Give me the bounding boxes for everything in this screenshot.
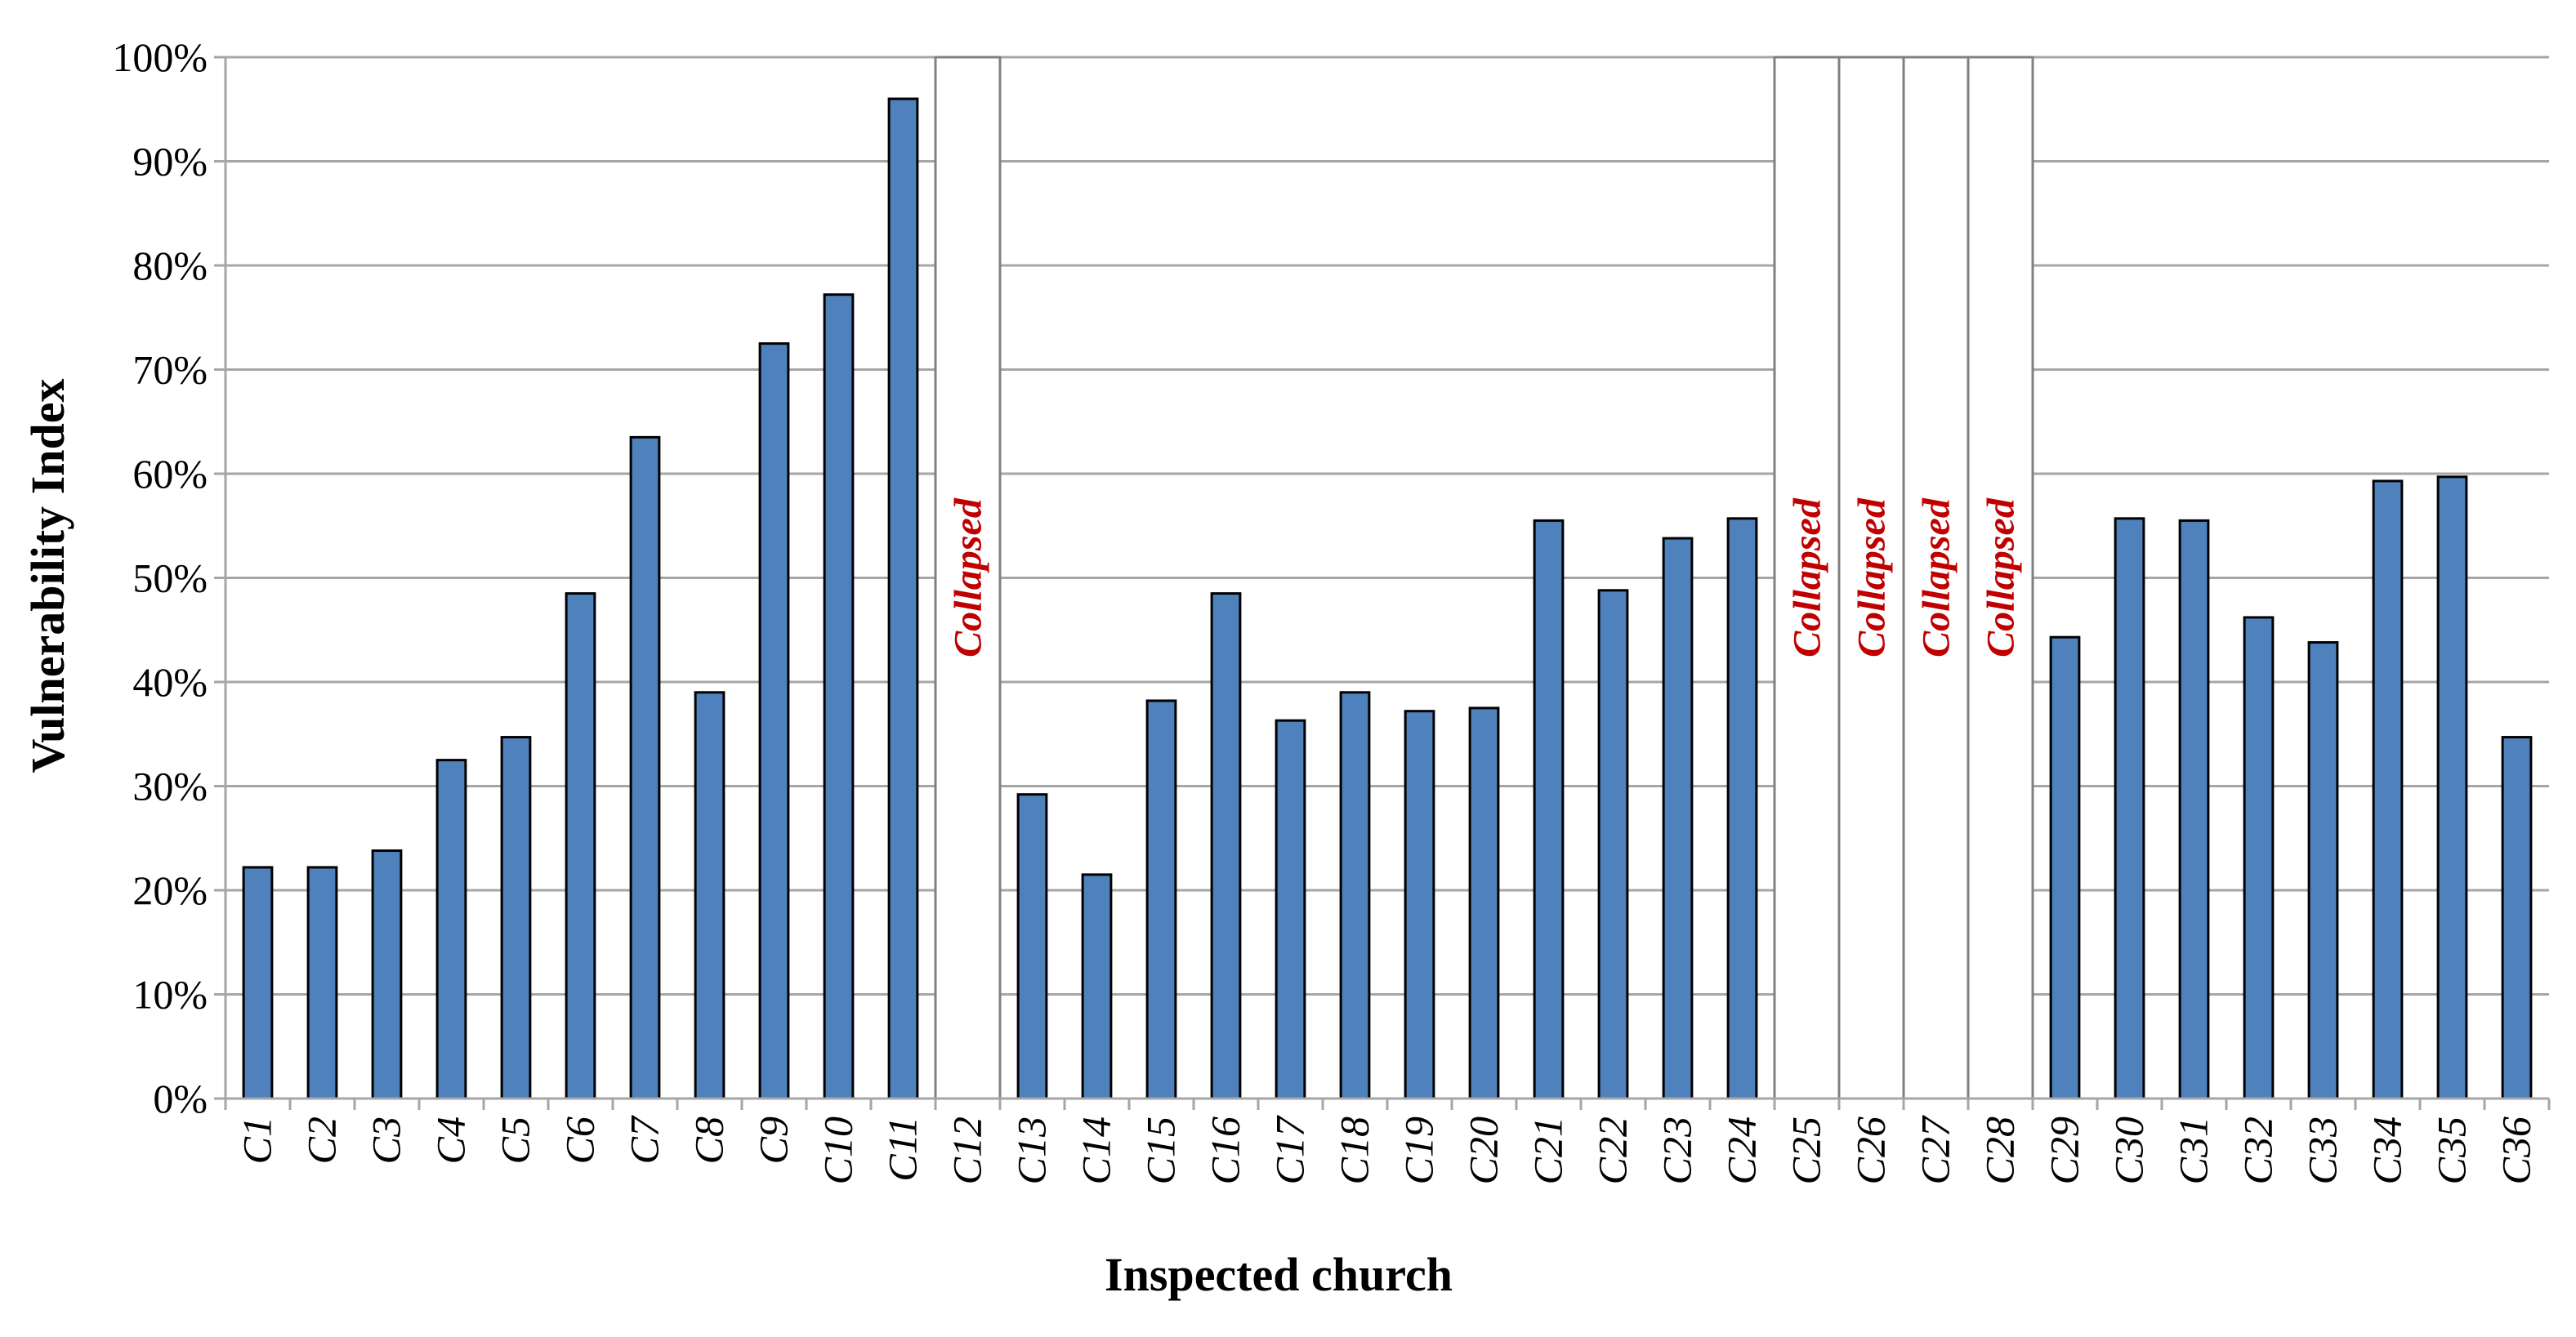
- collapsed-label: Collapsed: [1851, 497, 1894, 657]
- x-tick-label: C20: [1461, 1116, 1507, 1184]
- x-tick-label: C9: [751, 1116, 797, 1164]
- x-tick-label: C3: [364, 1116, 409, 1164]
- y-axis-title: Vulnerability Index: [21, 379, 74, 773]
- bar-c21: [1533, 519, 1565, 1100]
- x-tick-label: C29: [2042, 1116, 2087, 1184]
- bar-c30: [2114, 517, 2145, 1100]
- bar-c17: [1275, 719, 1306, 1100]
- x-axis-title: Inspected church: [1105, 1248, 1453, 1301]
- x-tick-label: C14: [1074, 1116, 1119, 1184]
- collapsed-markers: Collapsed Collapsed Collapsed Collapsed Coll…: [934, 56, 2034, 1100]
- y-tick-label: 60%: [132, 451, 208, 497]
- x-tick-label: C36: [2493, 1116, 2539, 1184]
- bar-c16: [1210, 592, 1242, 1100]
- y-tick-label: 0%: [153, 1076, 208, 1121]
- bar-c23: [1662, 537, 1694, 1100]
- x-tick-labels: C1 C2 C3 C4 C5 C6 C7 C8 C9 C10 C11 C12 C13 C14 C15 C16 C…: [234, 1115, 2539, 1184]
- bar-c18: [1339, 691, 1371, 1100]
- bar-c8: [694, 691, 725, 1100]
- bar-c13: [1016, 793, 1048, 1100]
- collapsed-label: Collapsed: [947, 497, 990, 657]
- x-tick-label: C26: [1848, 1116, 1894, 1184]
- x-tick-label: C28: [1977, 1116, 2023, 1184]
- x-tick-label: C21: [1525, 1116, 1571, 1184]
- collapsed-label: Collapsed: [1915, 497, 1958, 657]
- bar-c14: [1081, 873, 1113, 1100]
- bar-c32: [2243, 616, 2275, 1100]
- gridlines: [225, 56, 2549, 996]
- x-tick-label: C31: [2171, 1116, 2217, 1184]
- bar-c35: [2436, 475, 2468, 1100]
- x-tick-label: C34: [2364, 1116, 2410, 1184]
- x-tick-label: C1: [234, 1116, 280, 1164]
- bar-c4: [435, 759, 467, 1100]
- x-tick-label: C32: [2235, 1116, 2281, 1184]
- x-tick-label: C7: [622, 1115, 667, 1164]
- bar-c2: [306, 866, 338, 1100]
- collapsed-label: Collapsed: [1786, 497, 1829, 657]
- y-tick-label: 20%: [132, 867, 208, 913]
- x-tick-label: C27: [1913, 1115, 1958, 1184]
- x-tick-label: C6: [557, 1116, 603, 1164]
- x-tick-label: C24: [1719, 1116, 1765, 1184]
- x-tick-label: C16: [1203, 1116, 1248, 1184]
- x-tick-label: C18: [1332, 1116, 1377, 1184]
- bar-c7: [629, 435, 661, 1100]
- collapsed-column-c27: [1902, 56, 1970, 1100]
- x-tick-label: C4: [428, 1116, 474, 1164]
- x-tick-label: C30: [2106, 1116, 2152, 1184]
- bar-c15: [1145, 699, 1177, 1100]
- bar-c1: [242, 866, 274, 1100]
- y-tick-label: 80%: [132, 243, 208, 288]
- collapsed-label: Collapsed: [1980, 497, 2023, 657]
- y-tick-label: 50%: [132, 555, 208, 601]
- y-tick-labels: 0% 10% 20% 30% 40% 50% 60% 70% 80% 90% 100%: [112, 34, 208, 1121]
- bar-c29: [2049, 635, 2081, 1100]
- bar-c20: [1468, 706, 1500, 1100]
- x-tick-label: C11: [880, 1116, 926, 1182]
- bar-c31: [2178, 519, 2210, 1100]
- y-tick-label: 30%: [132, 764, 208, 809]
- x-tick-label: C13: [1009, 1116, 1055, 1184]
- x-tick-label: C33: [2300, 1116, 2346, 1184]
- bar-c36: [2501, 736, 2533, 1100]
- axes: [214, 56, 2551, 1110]
- bar-c3: [371, 849, 403, 1100]
- x-tick-label: C5: [493, 1116, 538, 1164]
- bar-c22: [1597, 589, 1629, 1100]
- y-tick-label: 70%: [132, 347, 208, 393]
- bar-c6: [565, 592, 596, 1100]
- x-tick-label: C10: [815, 1116, 861, 1184]
- x-tick-label: C35: [2429, 1116, 2475, 1184]
- x-tick-label: C15: [1138, 1116, 1184, 1184]
- bar-c24: [1726, 517, 1758, 1100]
- x-tick-label: C17: [1267, 1115, 1313, 1184]
- y-tick-label: 100%: [112, 34, 208, 80]
- x-tick-label: C19: [1396, 1116, 1442, 1184]
- bar-c34: [2372, 479, 2404, 1100]
- collapsed-column-c12: [934, 56, 1002, 1100]
- x-tick-label: C12: [944, 1116, 990, 1184]
- bar-c10: [823, 293, 855, 1100]
- bar-c9: [758, 342, 790, 1100]
- y-tick-label: 10%: [132, 972, 208, 1018]
- x-tick-label: C25: [1784, 1116, 1829, 1184]
- y-tick-label: 40%: [132, 659, 208, 705]
- bar-c19: [1404, 710, 1435, 1100]
- x-tick-label: C2: [299, 1116, 345, 1164]
- bars: [242, 97, 2533, 1100]
- bar-c33: [2307, 641, 2339, 1100]
- bar-c11: [887, 97, 919, 1100]
- y-tick-label: 90%: [132, 139, 208, 185]
- x-tick-label: C8: [686, 1116, 732, 1164]
- x-tick-label: C23: [1654, 1116, 1700, 1184]
- bar-c5: [500, 736, 532, 1100]
- collapsed-column-c28: [1967, 56, 2034, 1100]
- x-tick-label: C22: [1590, 1116, 1636, 1184]
